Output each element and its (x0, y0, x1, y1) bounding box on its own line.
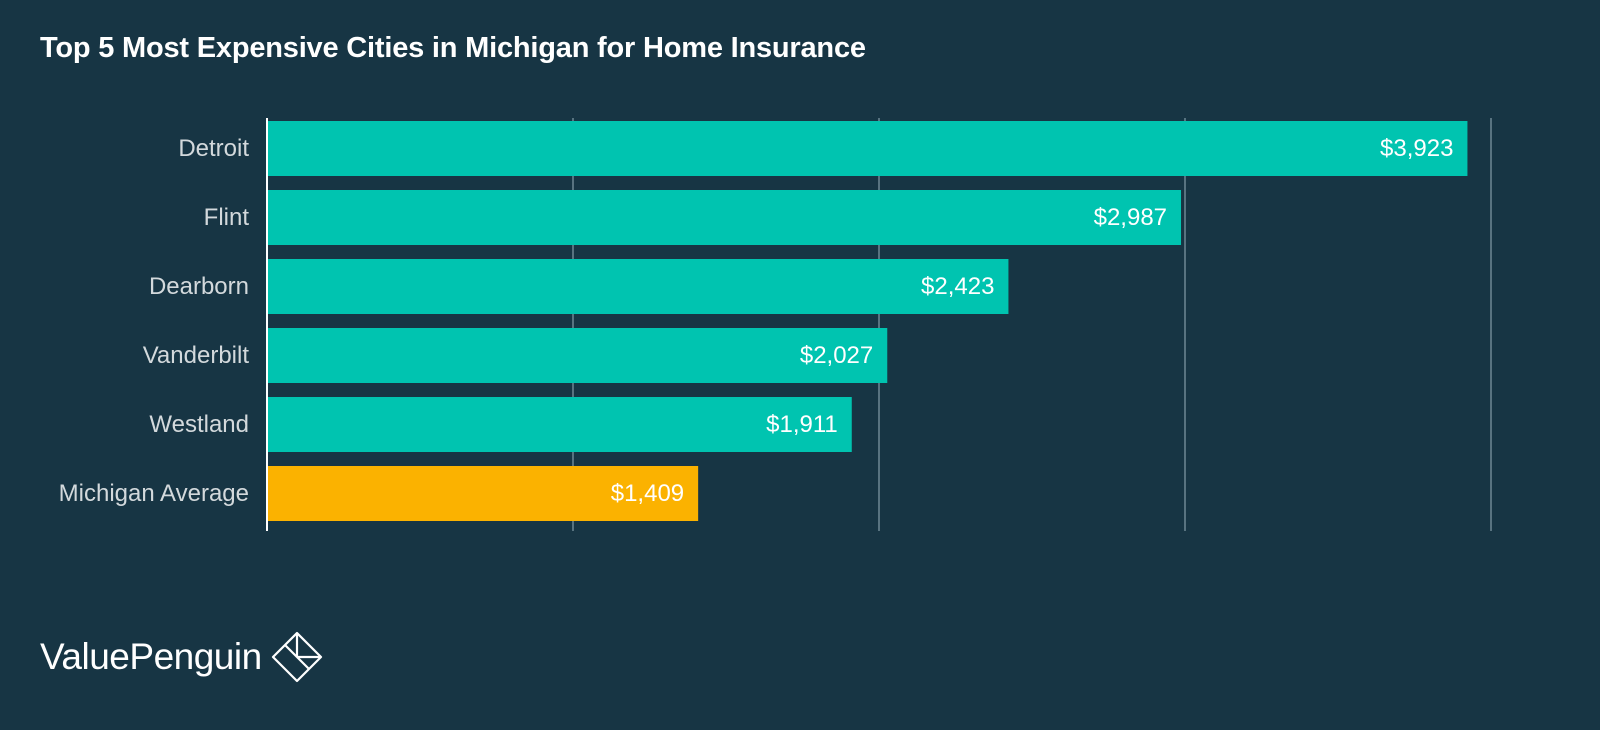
chart-title: Top 5 Most Expensive Cities in Michigan … (40, 32, 866, 64)
category-label-vanderbilt: Vanderbilt (143, 342, 250, 369)
category-label-detroit: Detroit (178, 135, 249, 162)
bars (267, 121, 1468, 521)
value-label-detroit: $3,923 (1380, 135, 1453, 162)
diamond-logo-icon (271, 631, 322, 683)
category-label-flint: Flint (204, 204, 250, 231)
value-label-vanderbilt: $2,027 (800, 342, 873, 369)
gridlines (572, 118, 1492, 531)
value-label-westland: $1,911 (766, 411, 838, 438)
category-label-dearborn: Dearborn (149, 273, 249, 300)
value-label-michigan-average: $1,409 (611, 480, 684, 507)
category-labels: Detroit Flint Dearborn Vanderbilt Westland Mi… (59, 135, 250, 507)
bar-flint (267, 190, 1182, 245)
bar-vanderbilt (267, 328, 888, 383)
brand-name: ValuePenguin (40, 636, 262, 677)
brand-footer: ValuePenguin (40, 631, 324, 683)
value-label-dearborn: $2,423 (921, 273, 994, 300)
bar-detroit (267, 121, 1468, 176)
category-label-westland: Westland (149, 411, 249, 438)
value-labels: $3,923 $2,987 $2,423 $2,027 $1,911 $1,409 (611, 135, 1454, 507)
bar-dearborn (267, 259, 1009, 314)
bar-westland (267, 397, 852, 452)
bar-michigan-average (267, 466, 699, 521)
category-label-michigan-average: Michigan Average (59, 480, 249, 507)
bar-chart: Detroit Flint Dearborn Vanderbilt Westland Mi… (59, 118, 1492, 531)
value-label-flint: $2,987 (1094, 204, 1167, 231)
